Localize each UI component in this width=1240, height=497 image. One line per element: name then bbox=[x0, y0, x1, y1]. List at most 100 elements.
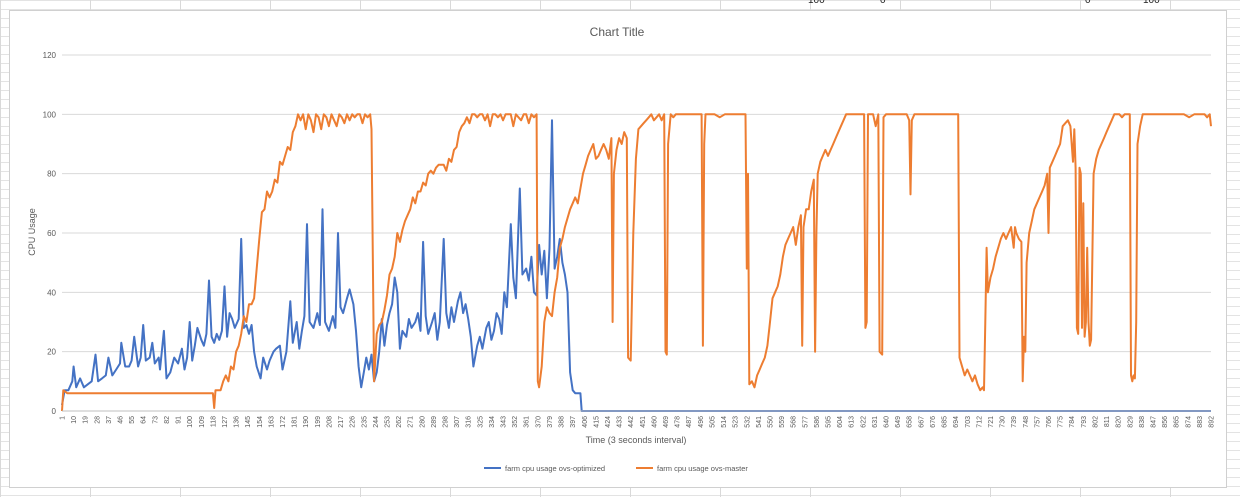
x-tick-label: 19 bbox=[83, 416, 90, 424]
x-tick-label: 145 bbox=[245, 416, 252, 428]
cell-value: 0 bbox=[880, 0, 886, 6]
x-tick-label: 532 bbox=[744, 416, 751, 428]
x-tick-label: 505 bbox=[709, 416, 716, 428]
x-tick-label: 757 bbox=[1034, 416, 1041, 428]
x-tick-label: 226 bbox=[350, 416, 357, 428]
x-tick-label: 667 bbox=[918, 416, 925, 428]
x-tick-label: 451 bbox=[640, 416, 647, 428]
x-tick-label: 127 bbox=[222, 416, 229, 428]
x-tick-label: 190 bbox=[303, 416, 310, 428]
x-tick-label: 271 bbox=[408, 416, 415, 428]
x-tick-label: 649 bbox=[895, 416, 902, 428]
gridlines bbox=[62, 54, 1211, 353]
chart-area[interactable] bbox=[9, 10, 1227, 488]
x-tick-label: 478 bbox=[675, 416, 682, 428]
x-tick-label: 550 bbox=[767, 416, 774, 428]
x-tick-label: 181 bbox=[292, 416, 299, 428]
x-tick-label: 208 bbox=[326, 416, 333, 428]
x-tick-label: 793 bbox=[1081, 416, 1088, 428]
x-tick-label: 343 bbox=[501, 416, 508, 428]
x-tick-label: 199 bbox=[315, 416, 322, 428]
x-tick-label: 775 bbox=[1058, 416, 1065, 428]
x-tick-label: 100 bbox=[187, 416, 194, 428]
series-line-1 bbox=[61, 119, 1211, 412]
x-tick-label: 280 bbox=[419, 416, 426, 428]
x-tick-label: 28 bbox=[94, 416, 101, 424]
x-tick-label: 802 bbox=[1092, 416, 1099, 428]
x-tick-label: 469 bbox=[663, 416, 670, 428]
x-tick-label: 658 bbox=[907, 416, 914, 428]
x-tick-label: 631 bbox=[872, 416, 879, 428]
x-tick-label: 361 bbox=[524, 416, 531, 428]
x-tick-label: 721 bbox=[988, 416, 995, 428]
x-tick-label: 604 bbox=[837, 416, 844, 428]
x-tick-label: 676 bbox=[930, 416, 937, 428]
x-tick-label: 379 bbox=[547, 416, 554, 428]
x-tick-label: 460 bbox=[651, 416, 658, 428]
x-tick-label: 163 bbox=[268, 416, 275, 428]
x-tick-label: 235 bbox=[361, 416, 368, 428]
x-tick-label: 820 bbox=[1116, 416, 1123, 428]
x-tick-label: 352 bbox=[512, 416, 519, 428]
x-tick-label: 37 bbox=[106, 416, 113, 424]
x-axis-ticks: 1 10 19 28 37 46 55 64 73 82 91 100 109 118 127 136 145 1… bbox=[60, 416, 1216, 428]
cell-value: 100 bbox=[808, 0, 825, 6]
x-tick-label: 523 bbox=[733, 416, 740, 428]
y-tick-label: 0 bbox=[52, 407, 57, 416]
y-tick-label: 60 bbox=[47, 229, 56, 238]
x-tick-label: 640 bbox=[884, 416, 891, 428]
x-tick-label: 10 bbox=[71, 416, 78, 424]
legend-label: farm cpu usage ovs-master bbox=[657, 464, 748, 473]
x-tick-label: 829 bbox=[1127, 416, 1134, 428]
x-tick-label: 883 bbox=[1197, 416, 1204, 428]
x-tick-label: 298 bbox=[443, 416, 450, 428]
x-tick-label: 154 bbox=[257, 416, 264, 428]
x-tick-label: 613 bbox=[849, 416, 856, 428]
x-tick-label: 838 bbox=[1139, 416, 1146, 428]
x-tick-label: 730 bbox=[1000, 416, 1007, 428]
x-tick-label: 568 bbox=[791, 416, 798, 428]
x-tick-label: 577 bbox=[802, 416, 809, 428]
x-tick-label: 442 bbox=[628, 416, 635, 428]
x-axis-label: Time (3 seconds interval) bbox=[586, 435, 687, 445]
x-tick-label: 847 bbox=[1150, 416, 1157, 428]
spreadsheet-top-row: 100 0 0 100 bbox=[0, 0, 1240, 10]
x-tick-label: 109 bbox=[199, 416, 206, 428]
y-tick-label: 100 bbox=[43, 110, 57, 119]
x-tick-label: 487 bbox=[686, 416, 693, 428]
x-tick-label: 424 bbox=[605, 416, 612, 428]
x-tick-label: 91 bbox=[176, 416, 183, 424]
x-tick-label: 325 bbox=[477, 416, 484, 428]
x-tick-label: 595 bbox=[826, 416, 833, 428]
y-tick-label: 20 bbox=[47, 348, 56, 357]
x-tick-label: 136 bbox=[234, 416, 241, 428]
x-tick-label: 496 bbox=[698, 416, 705, 428]
x-tick-label: 586 bbox=[814, 416, 821, 428]
legend-label: farm cpu usage ovs-optimized bbox=[505, 464, 605, 473]
x-tick-label: 856 bbox=[1162, 416, 1169, 428]
x-tick-label: 559 bbox=[779, 416, 786, 428]
x-tick-label: 703 bbox=[965, 416, 972, 428]
x-tick-label: 874 bbox=[1185, 416, 1192, 428]
x-tick-label: 685 bbox=[942, 416, 949, 428]
x-tick-label: 46 bbox=[118, 416, 125, 424]
x-tick-label: 289 bbox=[431, 416, 438, 428]
x-tick-label: 541 bbox=[756, 416, 763, 428]
series-line-2 bbox=[61, 113, 1212, 412]
x-tick-label: 748 bbox=[1023, 416, 1030, 428]
x-tick-label: 514 bbox=[721, 416, 728, 428]
y-tick-label: 120 bbox=[43, 51, 57, 60]
x-tick-label: 118 bbox=[210, 416, 217, 427]
x-tick-label: 406 bbox=[582, 416, 589, 428]
series-lines bbox=[61, 113, 1212, 412]
x-tick-label: 73 bbox=[152, 416, 159, 424]
y-tick-label: 40 bbox=[47, 288, 56, 297]
cell-value: 100 bbox=[1143, 0, 1160, 6]
x-tick-label: 397 bbox=[570, 416, 577, 428]
x-tick-label: 217 bbox=[338, 416, 345, 428]
x-tick-label: 55 bbox=[129, 416, 136, 424]
x-tick-label: 811 bbox=[1104, 416, 1111, 427]
x-tick-label: 739 bbox=[1011, 416, 1018, 428]
x-tick-label: 766 bbox=[1046, 416, 1053, 428]
x-tick-label: 622 bbox=[860, 416, 867, 428]
